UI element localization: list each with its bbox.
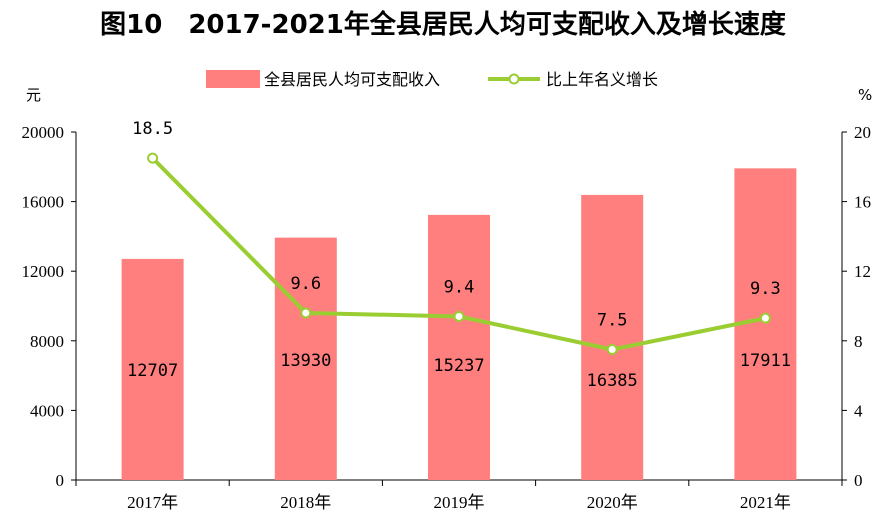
left-tick-label: 12000 [22,262,65,281]
line-value-label: 9.3 [750,279,781,299]
left-tick-label: 20000 [22,123,65,142]
line-value-label: 9.6 [290,274,321,294]
x-tick-label: 2021年 [740,493,791,512]
legend-swatch-marker [508,73,520,85]
legend-swatch-bar [206,70,260,88]
line-value-label: 18.5 [132,119,173,139]
line-point [147,152,159,164]
line-point [759,312,771,324]
right-tick-label: 4 [854,401,863,420]
x-tick-label: 2020年 [587,493,638,512]
bar-value-label: 13930 [280,351,331,371]
bar-value-label: 15237 [433,356,484,376]
right-axis-unit: % [858,86,872,104]
x-tick-label: 2019年 [434,493,485,512]
chart-title: 图10 2017-2021年全县居民人均可支配收入及增长速度 [100,10,786,40]
line-series [147,152,771,355]
left-tick-label: 16000 [22,193,65,212]
bar [274,237,337,480]
bar-value-label: 17911 [740,351,791,371]
line-value-label: 9.4 [444,277,475,297]
right-tick-label: 8 [854,332,863,351]
bar [121,258,184,480]
legend-label-income: 全县居民人均可支配收入 [264,70,440,89]
right-tick-label: 0 [854,471,863,490]
left-tick-label: 0 [56,471,65,490]
legend: 全县居民人均可支配收入 比上年名义增长 [206,70,658,89]
line-point [300,307,312,319]
bar [581,194,644,480]
data-labels: 12707 13930 15237 16385 17911 18.5 9.6 9.4 7.5 9.… [127,119,791,391]
right-tick-label: 16 [854,193,871,212]
line-point [453,310,465,322]
line-point [606,344,618,355]
line-value-label: 7.5 [597,311,628,331]
axes: 0 4000 8000 12000 16000 20000 0 4 8 12 16 20 2017年 20… [22,123,872,512]
right-tick-label: 12 [854,262,871,281]
x-tick-label: 2017年 [127,493,178,512]
x-tick-label: 2018年 [280,493,331,512]
bar-value-label: 12707 [127,361,178,381]
left-tick-label: 8000 [30,332,64,351]
right-tick-label: 20 [854,123,871,142]
left-tick-label: 4000 [30,401,64,420]
left-axis-unit: 元 [26,86,41,104]
legend-label-growth: 比上年名义增长 [546,70,658,89]
bar [428,214,490,480]
bar-series [121,168,797,480]
bar-value-label: 16385 [587,371,638,391]
